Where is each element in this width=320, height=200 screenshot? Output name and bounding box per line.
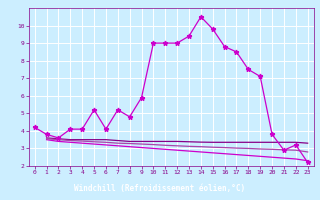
Text: Windchill (Refroidissement éolien,°C): Windchill (Refroidissement éolien,°C) bbox=[75, 184, 245, 193]
